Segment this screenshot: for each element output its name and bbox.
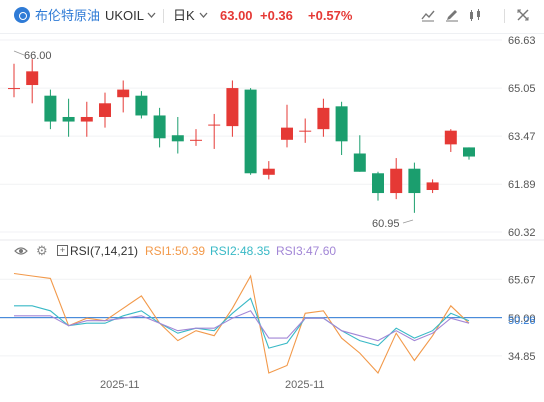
candle-body	[80, 116, 93, 122]
candle-body	[226, 88, 239, 127]
rsi3-line	[14, 310, 470, 342]
adjust-icon[interactable]	[467, 8, 483, 24]
rsi-header: ⚙ + RSI(7,14,21) RSI1:50.39 RSI2:48.35 R…	[0, 242, 544, 260]
candle-body	[299, 130, 312, 132]
candle-body	[372, 173, 384, 194]
price-tick-label: 65.05	[508, 83, 536, 95]
edit-icon[interactable]	[444, 8, 460, 24]
candle-body	[99, 103, 111, 117]
candle-body	[117, 89, 130, 98]
rsi1-line	[13, 272, 470, 374]
quote-header: 布伦特原油 UKOIL 日K 63.00 +0.36 +0.57%	[0, 0, 544, 34]
high-pointer	[13, 50, 25, 56]
candle-body	[208, 124, 221, 126]
candle-body	[317, 107, 330, 130]
candle-body	[190, 139, 202, 141]
line-chart-icon[interactable]	[420, 8, 436, 24]
last-price: 63.00	[220, 8, 253, 23]
candle-body	[26, 71, 39, 86]
high-label: 66.00	[24, 50, 52, 62]
candle-body	[281, 127, 293, 140]
low-pointer	[402, 219, 414, 224]
rsi-axis: 65.67 50.00 34.85	[508, 274, 536, 363]
gear-icon[interactable]: ⚙	[36, 243, 48, 258]
candle-body	[244, 89, 257, 174]
price-change: +0.36	[260, 8, 293, 23]
rsi1-value: RSI1:50.39	[145, 244, 206, 258]
rsi3-value: RSI3:47.60	[276, 244, 337, 258]
candle-body	[390, 168, 403, 194]
candle-body	[8, 88, 20, 90]
period-chevron-icon[interactable]	[199, 7, 208, 26]
price-tick-label: 61.89	[508, 179, 536, 191]
rsi-tick-label: 34.85	[508, 351, 536, 363]
candle-body	[44, 95, 57, 122]
rsi2-value: RSI2:48.35	[210, 244, 271, 258]
candle-body	[444, 130, 457, 145]
rsi-tick-label: 65.67	[508, 274, 536, 286]
rsi-name: RSI(7,14,21)	[70, 244, 139, 258]
rsi-tick-label: 50.00	[508, 313, 536, 325]
symbol-code[interactable]: UKOIL	[105, 8, 145, 23]
rsi2-line	[14, 297, 470, 349]
x-label-1: 2025-11	[100, 379, 140, 391]
chart-area[interactable]: 66.00 60.95 66.63 65.05 63.47 61.89 60.32 65…	[0, 34, 544, 402]
symbol-icon	[14, 7, 30, 23]
symbol-name[interactable]: 布伦特原油	[35, 8, 101, 23]
add-indicator-icon[interactable]: +	[57, 245, 68, 256]
chevron-down-icon[interactable]	[147, 7, 156, 26]
price-change-percent: +0.57%	[308, 8, 353, 23]
candle-body	[62, 116, 75, 122]
eye-icon[interactable]	[14, 244, 28, 258]
period-selector[interactable]: 日K	[173, 8, 195, 23]
price-axis: 66.63 65.05 63.47 61.89 60.32	[508, 35, 536, 239]
price-tick-label: 66.63	[508, 35, 536, 47]
x-label-2: 2025-11	[285, 379, 325, 391]
price-tick-label: 63.47	[508, 131, 536, 143]
rsi-level-label: 50.26	[508, 315, 536, 327]
candle-body	[426, 182, 439, 191]
candle-body	[153, 115, 166, 139]
candle-body	[463, 147, 475, 157]
candle-body	[335, 106, 348, 142]
candles	[8, 59, 475, 213]
candle-body	[135, 95, 148, 116]
price-tick-label: 60.32	[508, 227, 536, 239]
low-label: 60.95	[372, 218, 400, 230]
fullscreen-icon[interactable]	[515, 8, 531, 24]
divider	[163, 9, 164, 23]
toolbar-divider	[504, 9, 505, 23]
candle-body	[171, 135, 184, 142]
candle-body	[408, 168, 421, 194]
candle-body	[353, 153, 366, 172]
candle-body	[262, 168, 275, 175]
